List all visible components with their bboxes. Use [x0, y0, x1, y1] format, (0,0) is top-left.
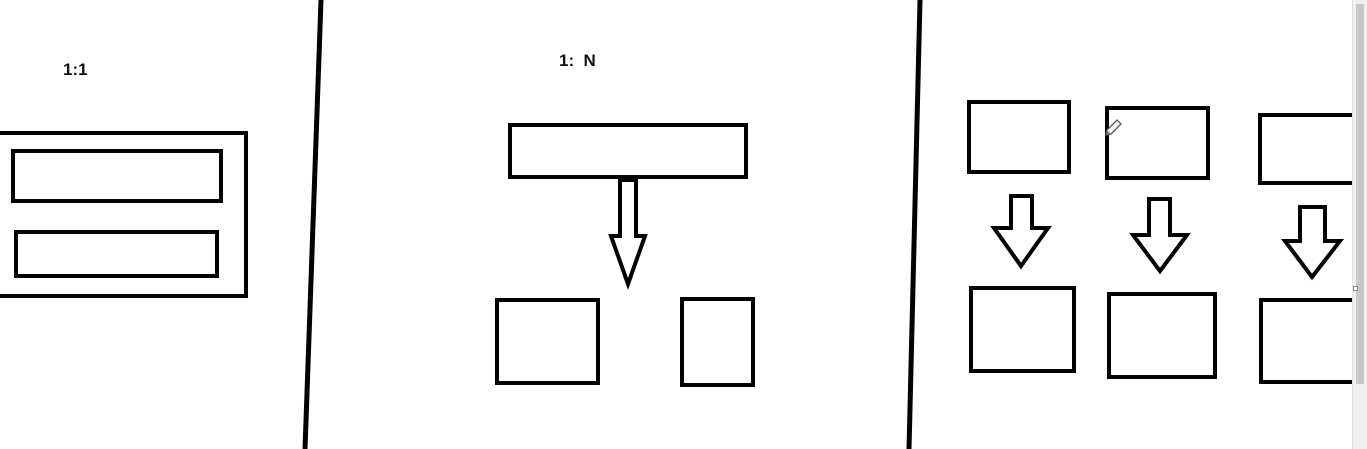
vertical-scrollbar[interactable]	[1352, 0, 1367, 449]
outer-container-box	[0, 133, 246, 296]
parent-box	[510, 125, 746, 177]
pencil-icon	[1102, 117, 1124, 139]
source-box-3	[1260, 115, 1367, 183]
divider-line-right	[909, 0, 920, 449]
down-arrow-icon	[611, 180, 645, 284]
down-arrow-icon-1	[994, 196, 1048, 266]
child-box-left	[497, 300, 598, 383]
target-box-2	[1109, 294, 1215, 377]
child-box-right	[682, 299, 753, 385]
scrollbar-thumb[interactable]	[1356, 4, 1364, 384]
inner-box-bottom	[16, 232, 217, 276]
down-arrow-icon-2	[1133, 199, 1187, 271]
target-box-1	[971, 288, 1074, 371]
resize-handle[interactable]	[1353, 286, 1358, 291]
divider-line-left	[305, 0, 321, 449]
one-to-n-diagram	[497, 125, 753, 385]
source-box-1	[969, 102, 1069, 172]
inner-box-top	[13, 151, 221, 201]
one-to-one-label: 1:1	[63, 60, 88, 80]
down-arrow-icon-3	[1285, 207, 1340, 277]
parallel-mapping-diagram	[969, 102, 1367, 382]
one-to-n-label: 1: N	[559, 51, 596, 71]
one-to-one-diagram	[0, 133, 246, 296]
